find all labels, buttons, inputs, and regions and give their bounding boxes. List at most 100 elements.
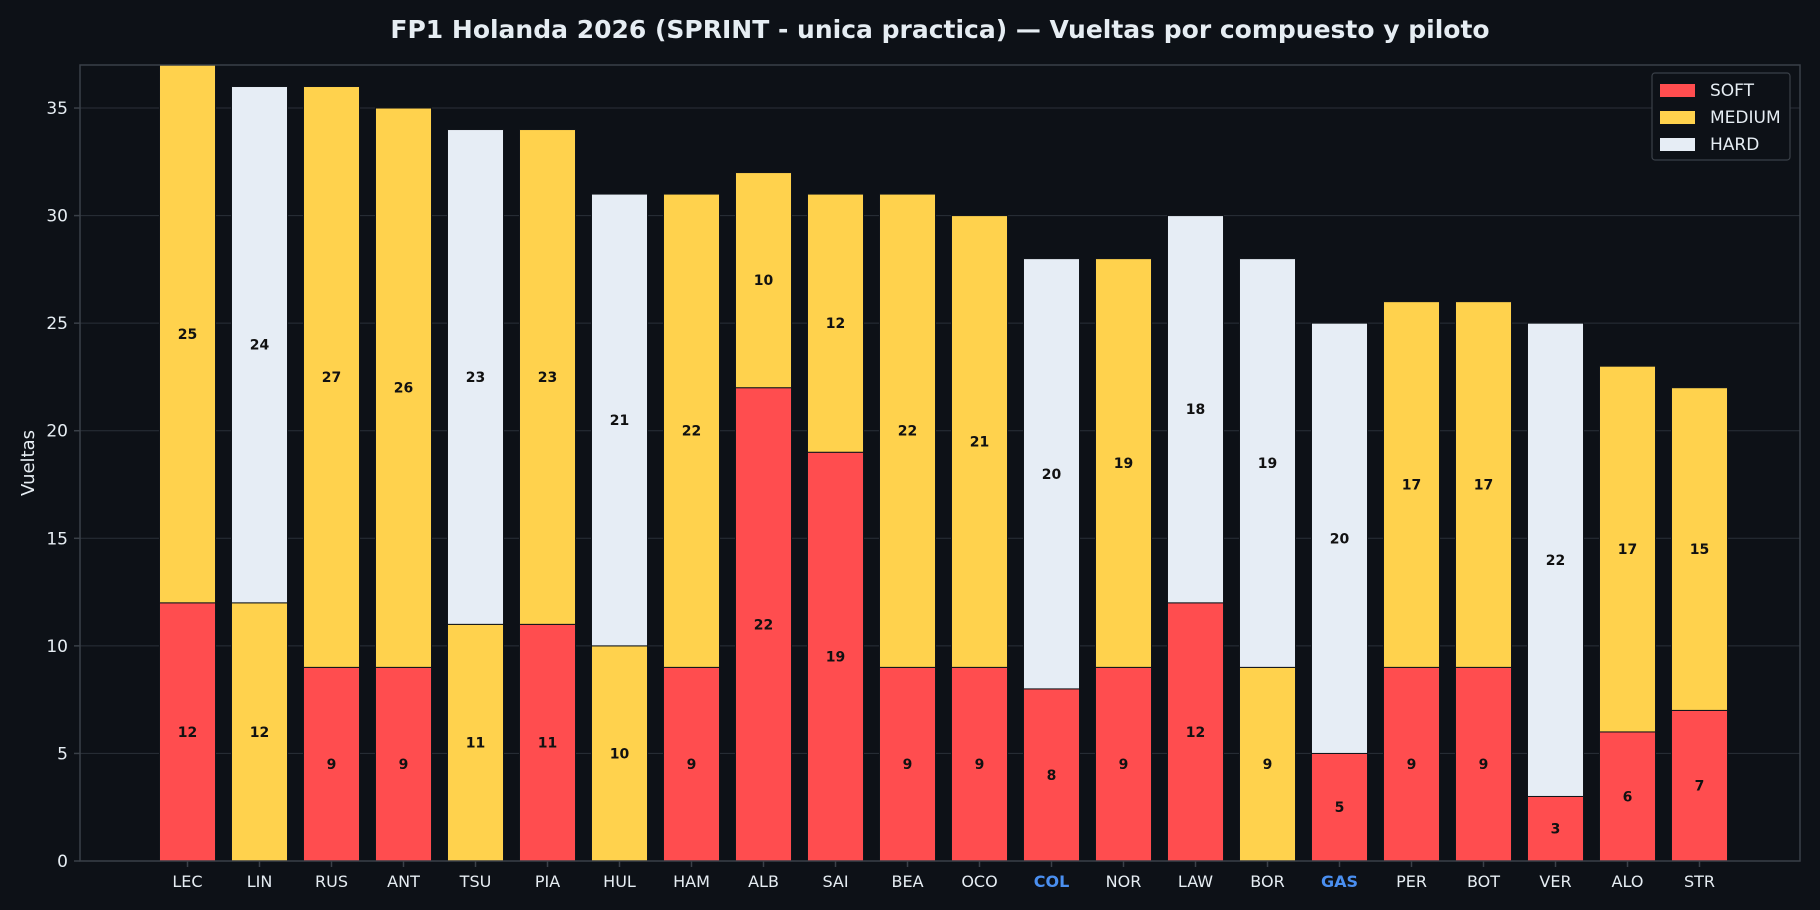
x-tick-label: OCO xyxy=(961,872,997,891)
bar-value-label: 18 xyxy=(1186,402,1205,418)
bar-stack-rus: 9 27 xyxy=(303,86,360,862)
bar-segment-soft xyxy=(663,666,720,862)
bar-value-label: 22 xyxy=(898,424,917,440)
bar-segment-hard xyxy=(1167,215,1224,604)
legend: SOFT MEDIUM HARD xyxy=(1651,72,1791,161)
legend-swatch-soft xyxy=(1660,84,1695,97)
bar-stack-tsu: 11 23 xyxy=(447,129,504,862)
chart-title: FP1 Holanda 2026 (SPRINT - unica practic… xyxy=(390,15,1489,44)
bar-stack-alb: 22 10 xyxy=(735,172,792,862)
x-tick-label: ANT xyxy=(387,872,420,891)
bar-value-label: 12 xyxy=(1186,725,1205,741)
bar-segment-soft xyxy=(1599,731,1656,862)
bar-segment-medium xyxy=(1599,365,1656,733)
bar-stack-pia: 11 23 xyxy=(519,129,576,862)
bar-value-label: 20 xyxy=(1330,531,1350,547)
bar-value-label: 11 xyxy=(538,736,557,752)
legend-swatch-medium xyxy=(1660,111,1695,124)
bar-segment-soft xyxy=(1023,688,1080,862)
bar-segment-medium xyxy=(375,107,432,668)
bar-segment-soft xyxy=(735,387,792,862)
bar-stack-lec: 12 25 xyxy=(159,64,216,862)
bar-stack-alo: 6 17 xyxy=(1599,365,1656,862)
bar-segment-medium xyxy=(519,129,576,625)
bar-stack-gas: 5 20 xyxy=(1311,322,1368,862)
y-tick-label: 30 xyxy=(46,207,68,227)
x-tick-label: SAI xyxy=(822,872,848,891)
bar-value-label: 9 xyxy=(687,757,697,773)
x-tick-label: ALO xyxy=(1612,872,1644,891)
bar-stack-nor: 9 19 xyxy=(1095,258,1152,862)
bar-segment-soft xyxy=(1095,666,1152,862)
x-tick-label: PIA xyxy=(535,872,560,891)
bar-segment-soft xyxy=(879,666,936,862)
bar-segment-medium xyxy=(303,86,360,668)
bar-segment-medium xyxy=(1095,258,1152,668)
bar-stack-lin: 12 24 xyxy=(231,86,288,862)
bar-value-label: 10 xyxy=(754,273,774,289)
bar-value-label: 21 xyxy=(970,434,989,450)
bar-value-label: 25 xyxy=(178,327,197,343)
bar-value-label: 5 xyxy=(1335,800,1345,816)
bar-value-label: 10 xyxy=(610,746,630,762)
bars-layer: 1225122492792611231123102192222101912922… xyxy=(159,64,1728,862)
y-axis-label: Vueltas xyxy=(18,430,39,496)
y-tick-label: 35 xyxy=(46,99,68,119)
bar-segment-hard xyxy=(1311,322,1368,754)
bar-value-label: 9 xyxy=(327,757,337,773)
bar-segment-soft xyxy=(807,451,864,862)
bar-segment-soft xyxy=(375,666,432,862)
bar-value-label: 12 xyxy=(178,725,197,741)
bar-segment-soft xyxy=(1383,666,1440,862)
bar-value-label: 21 xyxy=(610,413,629,429)
bar-segment-medium xyxy=(879,193,936,668)
bar-value-label: 3 xyxy=(1551,822,1561,838)
bar-segment-medium xyxy=(807,193,864,453)
x-tick-label: TSU xyxy=(459,872,492,891)
bar-value-label: 27 xyxy=(322,370,341,386)
bar-segment-medium xyxy=(1671,387,1728,711)
bar-value-label: 22 xyxy=(682,424,701,440)
bar-segment-hard xyxy=(231,86,288,604)
legend-label-medium: MEDIUM xyxy=(1710,108,1781,128)
bar-segment-hard xyxy=(1239,258,1296,668)
bar-value-label: 11 xyxy=(466,736,485,752)
bar-segment-medium xyxy=(447,623,504,862)
x-tick-label: COL xyxy=(1034,872,1070,891)
bar-value-label: 9 xyxy=(1263,757,1273,773)
bar-value-label: 9 xyxy=(399,757,409,773)
y-tick-label: 5 xyxy=(57,744,68,764)
y-tick-label: 10 xyxy=(46,637,68,657)
bar-value-label: 23 xyxy=(466,370,485,386)
bar-value-label: 9 xyxy=(975,757,985,773)
y-tick-label: 25 xyxy=(46,314,68,334)
x-tick-label: LAW xyxy=(1178,872,1213,891)
x-tick-label: LEC xyxy=(172,872,202,891)
x-tick-label: STR xyxy=(1684,872,1715,891)
bar-value-label: 8 xyxy=(1047,768,1057,784)
x-tick-label: LIN xyxy=(247,872,273,891)
bar-stack-hul: 10 21 xyxy=(591,193,648,862)
bar-stack-per: 9 17 xyxy=(1383,301,1440,862)
bar-segment-hard xyxy=(1527,322,1584,797)
bar-value-label: 7 xyxy=(1695,779,1705,795)
bar-segment-medium xyxy=(663,193,720,668)
plot-frame xyxy=(79,64,1801,862)
x-tick-label: RUS xyxy=(315,872,348,891)
bar-value-label: 19 xyxy=(1258,456,1277,472)
x-tick-label: BEA xyxy=(891,872,923,891)
x-tick-label: GAS xyxy=(1321,872,1358,891)
bar-value-label: 12 xyxy=(826,316,845,332)
x-tick-label: PER xyxy=(1396,872,1427,891)
bar-stack-bea: 9 22 xyxy=(879,193,936,862)
bar-stack-ham: 9 22 xyxy=(663,193,720,862)
x-tick-label: HAM xyxy=(673,872,710,891)
bar-value-label: 12 xyxy=(250,725,269,741)
bar-segment-hard xyxy=(591,193,648,647)
bar-value-label: 17 xyxy=(1474,478,1493,494)
y-tick-label: 20 xyxy=(46,422,68,442)
x-tick-label: HUL xyxy=(603,872,636,891)
